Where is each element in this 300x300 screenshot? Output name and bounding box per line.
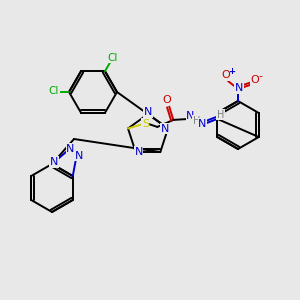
- Text: O: O: [162, 95, 171, 105]
- Text: Cl: Cl: [49, 86, 59, 96]
- Text: -: -: [258, 71, 262, 81]
- Text: N: N: [235, 83, 243, 93]
- Text: Cl: Cl: [107, 53, 118, 63]
- Text: O: O: [222, 70, 230, 80]
- Text: N: N: [66, 144, 75, 154]
- Text: N: N: [198, 119, 206, 129]
- Text: N: N: [134, 147, 143, 157]
- Text: N: N: [161, 124, 169, 134]
- Text: S: S: [142, 119, 149, 129]
- Text: H: H: [193, 116, 200, 126]
- Text: H: H: [217, 110, 224, 120]
- Text: N: N: [144, 107, 152, 117]
- Text: N: N: [75, 151, 83, 161]
- Text: +: +: [229, 68, 236, 76]
- Text: O: O: [250, 75, 260, 85]
- Text: N: N: [50, 157, 58, 167]
- Text: N: N: [186, 111, 194, 121]
